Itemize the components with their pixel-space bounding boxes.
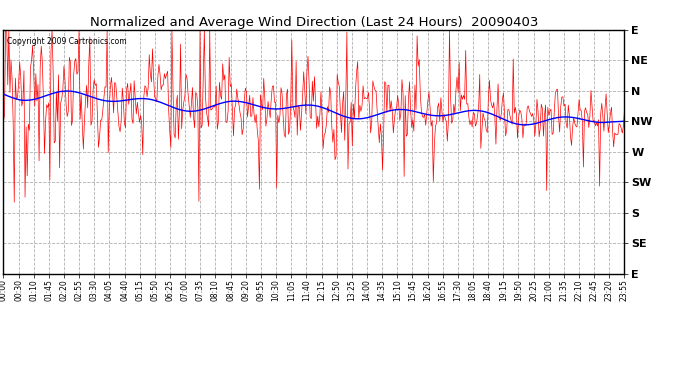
Title: Normalized and Average Wind Direction (Last 24 Hours)  20090403: Normalized and Average Wind Direction (L… — [90, 16, 538, 29]
Text: Copyright 2009 Cartronics.com: Copyright 2009 Cartronics.com — [7, 38, 126, 46]
